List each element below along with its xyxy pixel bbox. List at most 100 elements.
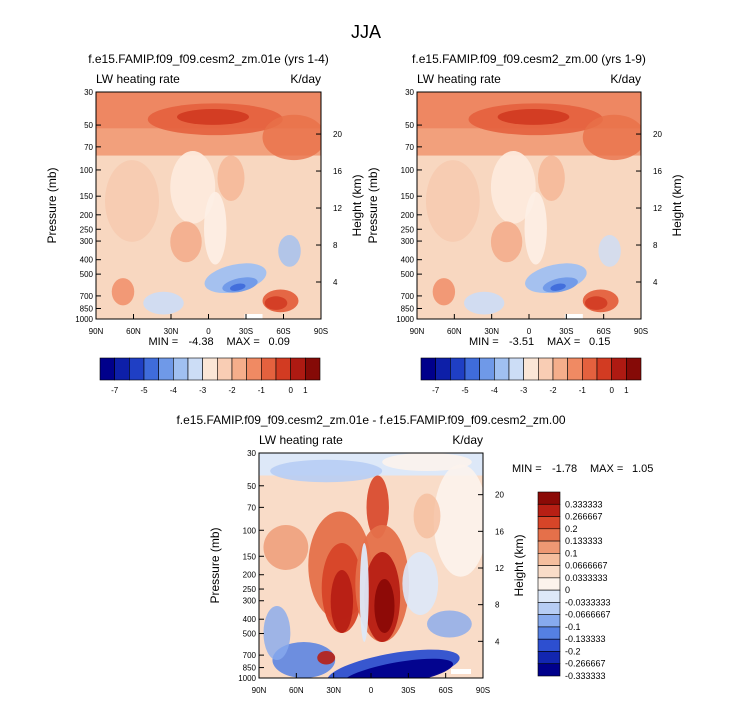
colorbar-label: -2: [549, 386, 557, 395]
x-tick-label: 60N: [289, 686, 304, 695]
y2-tick-label: 12: [495, 564, 504, 573]
y2-axis-title: Height (km): [350, 174, 364, 236]
colorbar-label: 0.333333: [565, 499, 603, 509]
y2-axis-title: Height (km): [512, 534, 526, 596]
colorbar-swatch: [611, 357, 627, 381]
x-tick-label: 60N: [447, 327, 462, 336]
y-tick-label: 1000: [396, 315, 414, 324]
units-label: K/day: [610, 72, 641, 86]
colorbar-swatch: [508, 357, 524, 381]
min-label: MIN =: [512, 463, 542, 475]
x-tick-label: 60S: [597, 327, 611, 336]
colorbar-swatch: [537, 577, 561, 591]
x-tick-label: 30N: [164, 327, 179, 336]
colorbar-label: -3: [199, 386, 207, 395]
y-tick-label: 150: [80, 192, 94, 201]
max-value: 0.15: [589, 336, 610, 348]
colorbar: -7 -5 -4 -3 -2 -1 0 1: [420, 357, 642, 395]
colorbar-label: -4: [170, 386, 178, 395]
min-max-readout: MIN = -1.78 MAX = 1.05: [512, 463, 653, 475]
colorbar-swatch: [626, 357, 642, 381]
colorbar-label: 0.2: [565, 524, 578, 534]
x-tick-label: 0: [369, 686, 374, 695]
x-tick-label: 30N: [326, 686, 341, 695]
colorbar-label: -4: [491, 386, 499, 395]
colorbar-swatch: [246, 357, 262, 381]
colorbar-swatch: [537, 491, 561, 505]
x-tick-label: 90S: [634, 327, 648, 336]
colorbar-swatch: [129, 357, 145, 381]
x-tick-label: 30S: [401, 686, 415, 695]
x-tick-label: 30S: [559, 327, 573, 336]
y-tick-label: 30: [405, 88, 414, 97]
colorbar-label: 0.133333: [565, 536, 603, 546]
colorbar-label: 0: [565, 585, 570, 595]
colorbar: 0.333333 0.266667 0.2 0.133333 0.1 0.0666667 0…: [537, 491, 611, 681]
min-max-readout: MIN = -4.38 MAX = 0.09: [149, 336, 290, 348]
panel-top-right: f.e15.FAMIP.f09_f09.cesm2_zm.00 (yrs 1-9…: [366, 52, 684, 348]
colorbar-swatch: [173, 357, 189, 381]
colorbar-swatch: [450, 357, 466, 381]
y2-tick-label: 16: [653, 167, 662, 176]
colorbar-swatch: [537, 663, 561, 677]
colorbar-swatch: [537, 638, 561, 652]
colorbar-label: -5: [461, 386, 469, 395]
variable-label: LW heating rate: [259, 433, 343, 447]
y-tick-label: 1000: [75, 315, 93, 324]
y2-tick-label: 8: [333, 241, 338, 250]
colorbar-swatch: [114, 357, 130, 381]
y2-tick-label: 12: [333, 204, 342, 213]
colorbar-label: 0.266667: [565, 512, 603, 522]
x-tick-label: 90N: [410, 327, 425, 336]
y-tick-label: 250: [80, 225, 94, 234]
colorbar-label: -5: [140, 386, 148, 395]
colorbar-swatch: [537, 614, 561, 628]
y2-axis-title: Height (km): [670, 174, 684, 236]
min-value: -1.78: [552, 463, 577, 475]
figure-title: JJA: [351, 22, 381, 42]
y-tick-label: 150: [243, 552, 257, 561]
y-tick-label: 50: [405, 121, 414, 130]
y-axis-title: Pressure (mb): [45, 167, 59, 243]
max-value: 1.05: [632, 463, 653, 475]
colorbar-swatch: [99, 357, 115, 381]
y-tick-label: 300: [80, 237, 94, 246]
x-tick-label: 60N: [126, 327, 141, 336]
y2-tick-label: 8: [495, 601, 500, 610]
colorbar-label: -0.266667: [565, 659, 606, 669]
panel-bottom-difference: f.e15.FAMIP.f09_f09.cesm2_zm.01e - f.e15…: [176, 413, 653, 695]
y2-tick-label: 8: [653, 241, 658, 250]
y-tick-label: 700: [80, 292, 94, 301]
y2-tick-label: 20: [333, 130, 342, 139]
y-tick-label: 500: [80, 270, 94, 279]
colorbar: -7 -5 -4 -3 -2 -1 0 1: [99, 357, 321, 395]
colorbar-label: 0.0666667: [565, 561, 608, 571]
colorbar-swatch: [275, 357, 291, 381]
y-tick-label: 850: [401, 304, 415, 313]
x-tick-label: 60S: [439, 686, 453, 695]
y-tick-label: 200: [401, 211, 415, 220]
y-axis-title: Pressure (mb): [208, 527, 222, 603]
colorbar-swatch: [582, 357, 598, 381]
colorbar-label: -0.133333: [565, 634, 606, 644]
colorbar-swatch: [596, 357, 612, 381]
y2-tick-label: 16: [333, 167, 342, 176]
colorbar-swatch: [217, 357, 233, 381]
max-label: MAX =: [547, 336, 580, 348]
y-tick-label: 200: [243, 571, 257, 580]
y-tick-label: 100: [243, 526, 257, 535]
colorbar-swatch: [537, 565, 561, 579]
x-tick-label: 90S: [314, 327, 328, 336]
max-label: MAX =: [590, 463, 623, 475]
colorbar-swatch: [537, 553, 561, 566]
min-value: -3.51: [509, 336, 534, 348]
x-tick-label: 0: [527, 327, 532, 336]
colorbar-swatch: [537, 651, 561, 665]
y-tick-label: 250: [401, 225, 415, 234]
colorbar-label: 1: [303, 386, 308, 395]
colorbar-swatch: [435, 357, 451, 381]
colorbar-swatch: [420, 357, 436, 381]
y-tick-label: 700: [401, 292, 415, 301]
y-tick-label: 50: [247, 482, 256, 491]
